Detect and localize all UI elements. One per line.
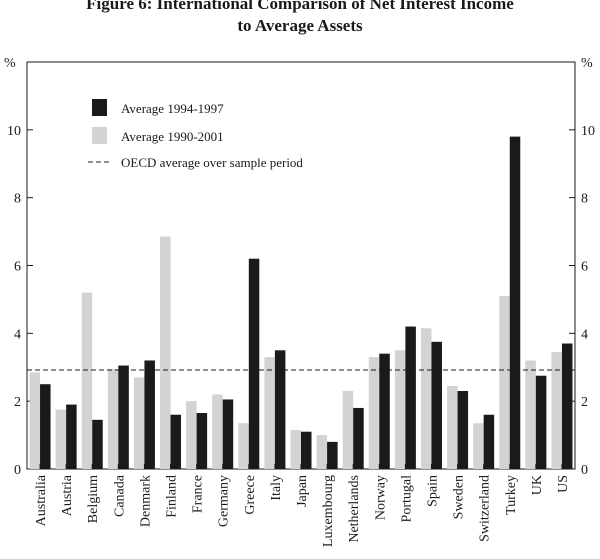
bar-avg-1990-2001	[107, 368, 119, 469]
y-axis-label-right: %	[581, 56, 593, 71]
bar-avg-1994-1997	[379, 353, 390, 469]
x-category-label: Netherlands	[347, 475, 362, 543]
bar-avg-1994-1997	[92, 419, 103, 469]
bar-avg-1990-2001	[499, 296, 510, 469]
bar-avg-1990-2001	[29, 372, 41, 469]
x-category-label: US	[556, 475, 571, 493]
legend-label-1994-1997: Average 1994-1997	[121, 101, 224, 116]
x-category-label: Australia	[34, 474, 49, 526]
x-category-label: Belgium	[86, 475, 101, 523]
legend-swatch-1994-1997	[92, 99, 107, 116]
x-category-label: Japan	[295, 475, 310, 507]
x-category-label: UK	[530, 475, 545, 495]
bar-avg-1994-1997	[509, 136, 521, 469]
bar-avg-1990-2001	[290, 429, 301, 469]
y-tick-label-left: 8	[14, 192, 21, 207]
bar-avg-1994-1997	[144, 360, 155, 469]
x-category-label: Sweden	[452, 475, 467, 519]
bar-avg-1994-1997	[327, 441, 338, 469]
x-category-label: Finland	[165, 475, 180, 518]
bar-avg-1994-1997	[222, 399, 234, 469]
bar-avg-1994-1997	[118, 365, 129, 469]
x-category-label: Turkey	[504, 475, 519, 515]
y-tick-label-right: 8	[581, 192, 588, 207]
bar-avg-1990-2001	[238, 423, 249, 469]
bar-avg-1990-2001	[420, 328, 432, 469]
bar-avg-1994-1997	[66, 404, 77, 469]
x-category-label: Spain	[425, 475, 440, 507]
bar-avg-1994-1997	[431, 341, 442, 469]
y-tick-label-right: 10	[581, 124, 595, 139]
bar-avg-1994-1997	[405, 326, 416, 469]
bar-avg-1994-1997	[40, 384, 51, 469]
bar-avg-1990-2001	[473, 423, 484, 469]
x-category-label: Austria	[60, 474, 75, 516]
x-category-label: Switzerland	[478, 475, 493, 542]
x-category-label: Greece	[243, 475, 258, 515]
y-tick-label-left: 4	[14, 327, 21, 342]
bar-avg-1994-1997	[457, 390, 469, 469]
x-category-label: France	[191, 475, 206, 513]
y-tick-label-right: 4	[581, 327, 588, 342]
bar-avg-1990-2001	[551, 351, 562, 469]
legend-label-1990-2001: Average 1990-2001	[121, 129, 224, 144]
bar-avg-1990-2001	[342, 390, 354, 469]
bar-avg-1994-1997	[483, 414, 495, 469]
bar-avg-1990-2001	[133, 377, 145, 469]
y-tick-label-left: 6	[14, 260, 21, 275]
y-axis-label-left: %	[4, 56, 16, 71]
bar-avg-1990-2001	[368, 357, 380, 469]
bar-avg-1990-2001	[394, 350, 406, 469]
x-category-label: Norway	[373, 475, 388, 520]
chart-title-line2: to Average Assets	[237, 16, 363, 35]
bar-avg-1990-2001	[212, 394, 223, 469]
bar-avg-1994-1997	[170, 414, 182, 469]
y-tick-label-left: 10	[7, 124, 21, 139]
bar-avg-1990-2001	[160, 236, 171, 469]
legend-label-oecd: OECD average over sample period	[121, 155, 303, 170]
bar-avg-1990-2001	[316, 435, 328, 469]
y-tick-label-left: 2	[14, 395, 21, 410]
y-tick-label-right: 0	[581, 463, 588, 478]
bar-avg-1994-1997	[301, 431, 312, 469]
x-category-label: Canada	[112, 474, 127, 517]
chart-title-line1: Figure 6: International Comparison of Ne…	[86, 0, 514, 13]
bar-avg-1990-2001	[55, 409, 67, 469]
x-category-label: Luxembourg	[321, 475, 336, 547]
y-tick-label-right: 2	[581, 395, 588, 410]
bar-avg-1990-2001	[264, 357, 275, 469]
bar-avg-1994-1997	[274, 350, 286, 469]
x-category-label: Denmark	[138, 475, 153, 527]
bar-avg-1994-1997	[196, 413, 208, 469]
bar-avg-1994-1997	[535, 375, 547, 469]
y-tick-label-left: 0	[14, 463, 21, 478]
x-category-label: Portugal	[399, 475, 414, 523]
x-category-label: Italy	[269, 475, 284, 501]
bar-avg-1994-1997	[353, 407, 364, 469]
y-tick-label-right: 6	[581, 260, 588, 275]
bar-avg-1990-2001	[81, 292, 93, 469]
x-category-label: Germany	[217, 475, 232, 527]
bar-avg-1990-2001	[186, 401, 197, 469]
bar-avg-1994-1997	[248, 258, 260, 469]
legend-swatch-1990-2001	[92, 127, 107, 144]
bar-avg-1994-1997	[561, 343, 573, 469]
bar-avg-1990-2001	[525, 360, 536, 469]
bar-avg-1990-2001	[447, 385, 458, 469]
